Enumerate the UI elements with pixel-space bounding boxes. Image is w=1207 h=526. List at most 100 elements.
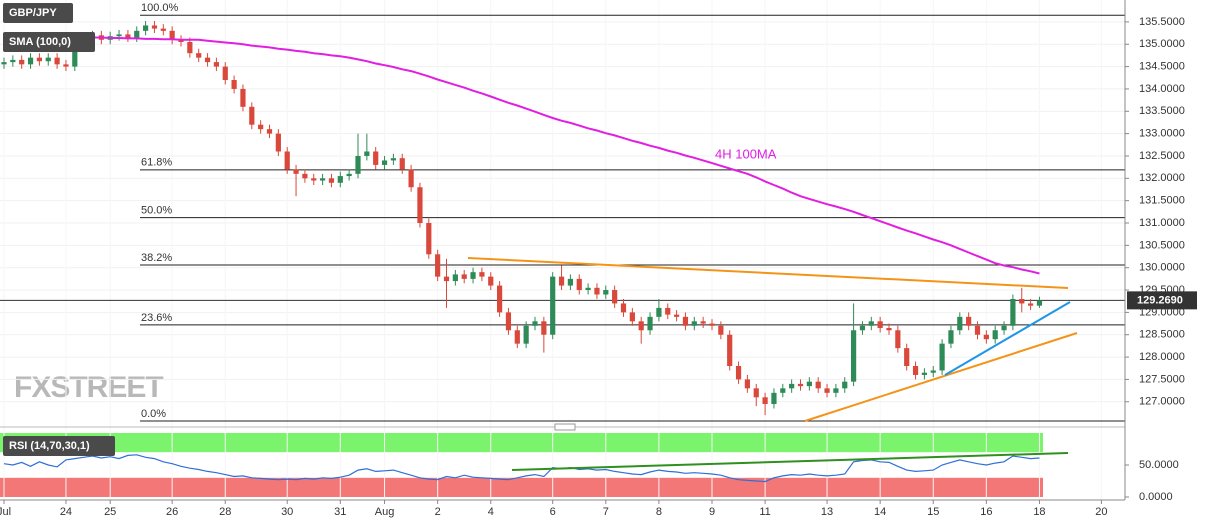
candle-body <box>1 62 7 65</box>
candle-body <box>505 312 512 331</box>
candle-body <box>983 334 989 340</box>
x-tick-label: 25 <box>104 506 116 518</box>
candle-body <box>797 383 804 387</box>
candle-body <box>72 39 78 67</box>
candle-body <box>134 30 140 38</box>
x-tick-label: 16 <box>980 506 992 518</box>
candle-body <box>222 66 228 80</box>
x-tick-label: 7 <box>603 506 609 518</box>
candle-body <box>452 274 458 282</box>
candle-body <box>373 151 379 165</box>
candle-body <box>169 30 175 40</box>
last-price-label: 129.2690 <box>1137 294 1183 306</box>
x-tick-label: 18 <box>1033 506 1045 518</box>
candle-body <box>682 316 689 326</box>
candle-body <box>921 372 927 375</box>
candle-body <box>638 321 644 331</box>
candle-body <box>1019 298 1025 304</box>
candle-body <box>912 366 919 375</box>
candle-body <box>36 57 42 62</box>
candle-body <box>417 187 423 224</box>
fib-label: 61.8% <box>141 157 172 169</box>
support-line-short <box>944 301 1071 376</box>
candle-body <box>1028 303 1034 306</box>
x-tick-label: 9 <box>709 506 715 518</box>
last-price-box <box>1127 291 1197 310</box>
candle-body <box>1001 325 1007 331</box>
fib-label: 50.0% <box>141 205 172 217</box>
x-tick-label: Jul <box>0 506 11 518</box>
x-tick-label: 8 <box>656 506 662 518</box>
fib-label: 23.6% <box>141 312 172 324</box>
candle-body <box>435 254 441 277</box>
y-tick-label: 132.0000 <box>1139 172 1185 184</box>
candle-body <box>612 290 618 304</box>
candle-body <box>258 124 264 130</box>
annotation: 4H 100MA <box>715 146 777 161</box>
candle-body <box>426 223 432 255</box>
y-tick-label: 135.5000 <box>1139 16 1185 28</box>
candle-body <box>567 278 573 286</box>
y-tick-label: 131.0000 <box>1139 217 1185 229</box>
candle-body <box>594 287 600 295</box>
y-tick-label: 127.0000 <box>1139 396 1185 408</box>
candle-body <box>364 151 370 156</box>
x-tick-label: 20 <box>1095 506 1107 518</box>
y-tick-label: 128.5000 <box>1139 329 1185 341</box>
pane-handle[interactable] <box>554 423 576 431</box>
y-tick-label: 127.5000 <box>1139 373 1185 385</box>
candle-body <box>833 388 839 393</box>
chart-title: GBP/JPY <box>9 7 57 19</box>
candle-body <box>355 155 361 174</box>
candle-body <box>19 59 25 65</box>
candle-body <box>930 370 936 373</box>
candle-body <box>806 381 812 387</box>
candle-body <box>346 173 352 177</box>
rsi-box[interactable] <box>3 436 115 456</box>
candle-body <box>461 274 467 279</box>
candle-body <box>674 314 680 317</box>
candle-body <box>249 106 255 125</box>
candle-body <box>780 388 786 393</box>
candle-body <box>204 57 211 63</box>
candle-body <box>700 321 706 324</box>
indicator-box[interactable] <box>3 32 95 52</box>
candle-body <box>868 321 874 326</box>
candle-body <box>939 343 945 371</box>
candle-body <box>266 129 273 134</box>
candle-body <box>629 312 635 322</box>
candle-body <box>771 392 777 404</box>
candle-body <box>116 34 122 37</box>
x-tick-label: 28 <box>219 506 231 518</box>
y-tick-label: 134.5000 <box>1139 60 1185 72</box>
candle-body <box>523 325 529 344</box>
candle-body <box>762 397 768 404</box>
x-tick-label: 2 <box>435 506 441 518</box>
candle-body <box>558 276 565 286</box>
candle-body <box>470 272 476 279</box>
candle-body <box>789 383 795 389</box>
candle-body <box>904 348 910 367</box>
candle-body <box>178 39 184 43</box>
sma-line <box>4 34 1040 275</box>
candle-body <box>842 381 848 389</box>
candle-body <box>709 323 715 326</box>
fib-label: 0.0% <box>141 408 166 420</box>
candle-body <box>488 276 494 286</box>
candle-body <box>691 321 697 326</box>
candle-body <box>328 178 335 183</box>
candle-body <box>45 57 51 62</box>
rsi-tick-label: 50.0000 <box>1139 459 1179 471</box>
x-tick-label: 11 <box>759 506 770 518</box>
candle-body <box>302 173 308 179</box>
rsi-line <box>3 454 1040 483</box>
candle-body <box>851 330 857 382</box>
y-tick-label: 133.0000 <box>1139 128 1185 140</box>
candle-body <box>160 28 166 31</box>
candle-body <box>231 79 237 89</box>
candle-body <box>479 272 485 277</box>
candle-body <box>585 287 591 291</box>
candle-body <box>381 160 388 165</box>
